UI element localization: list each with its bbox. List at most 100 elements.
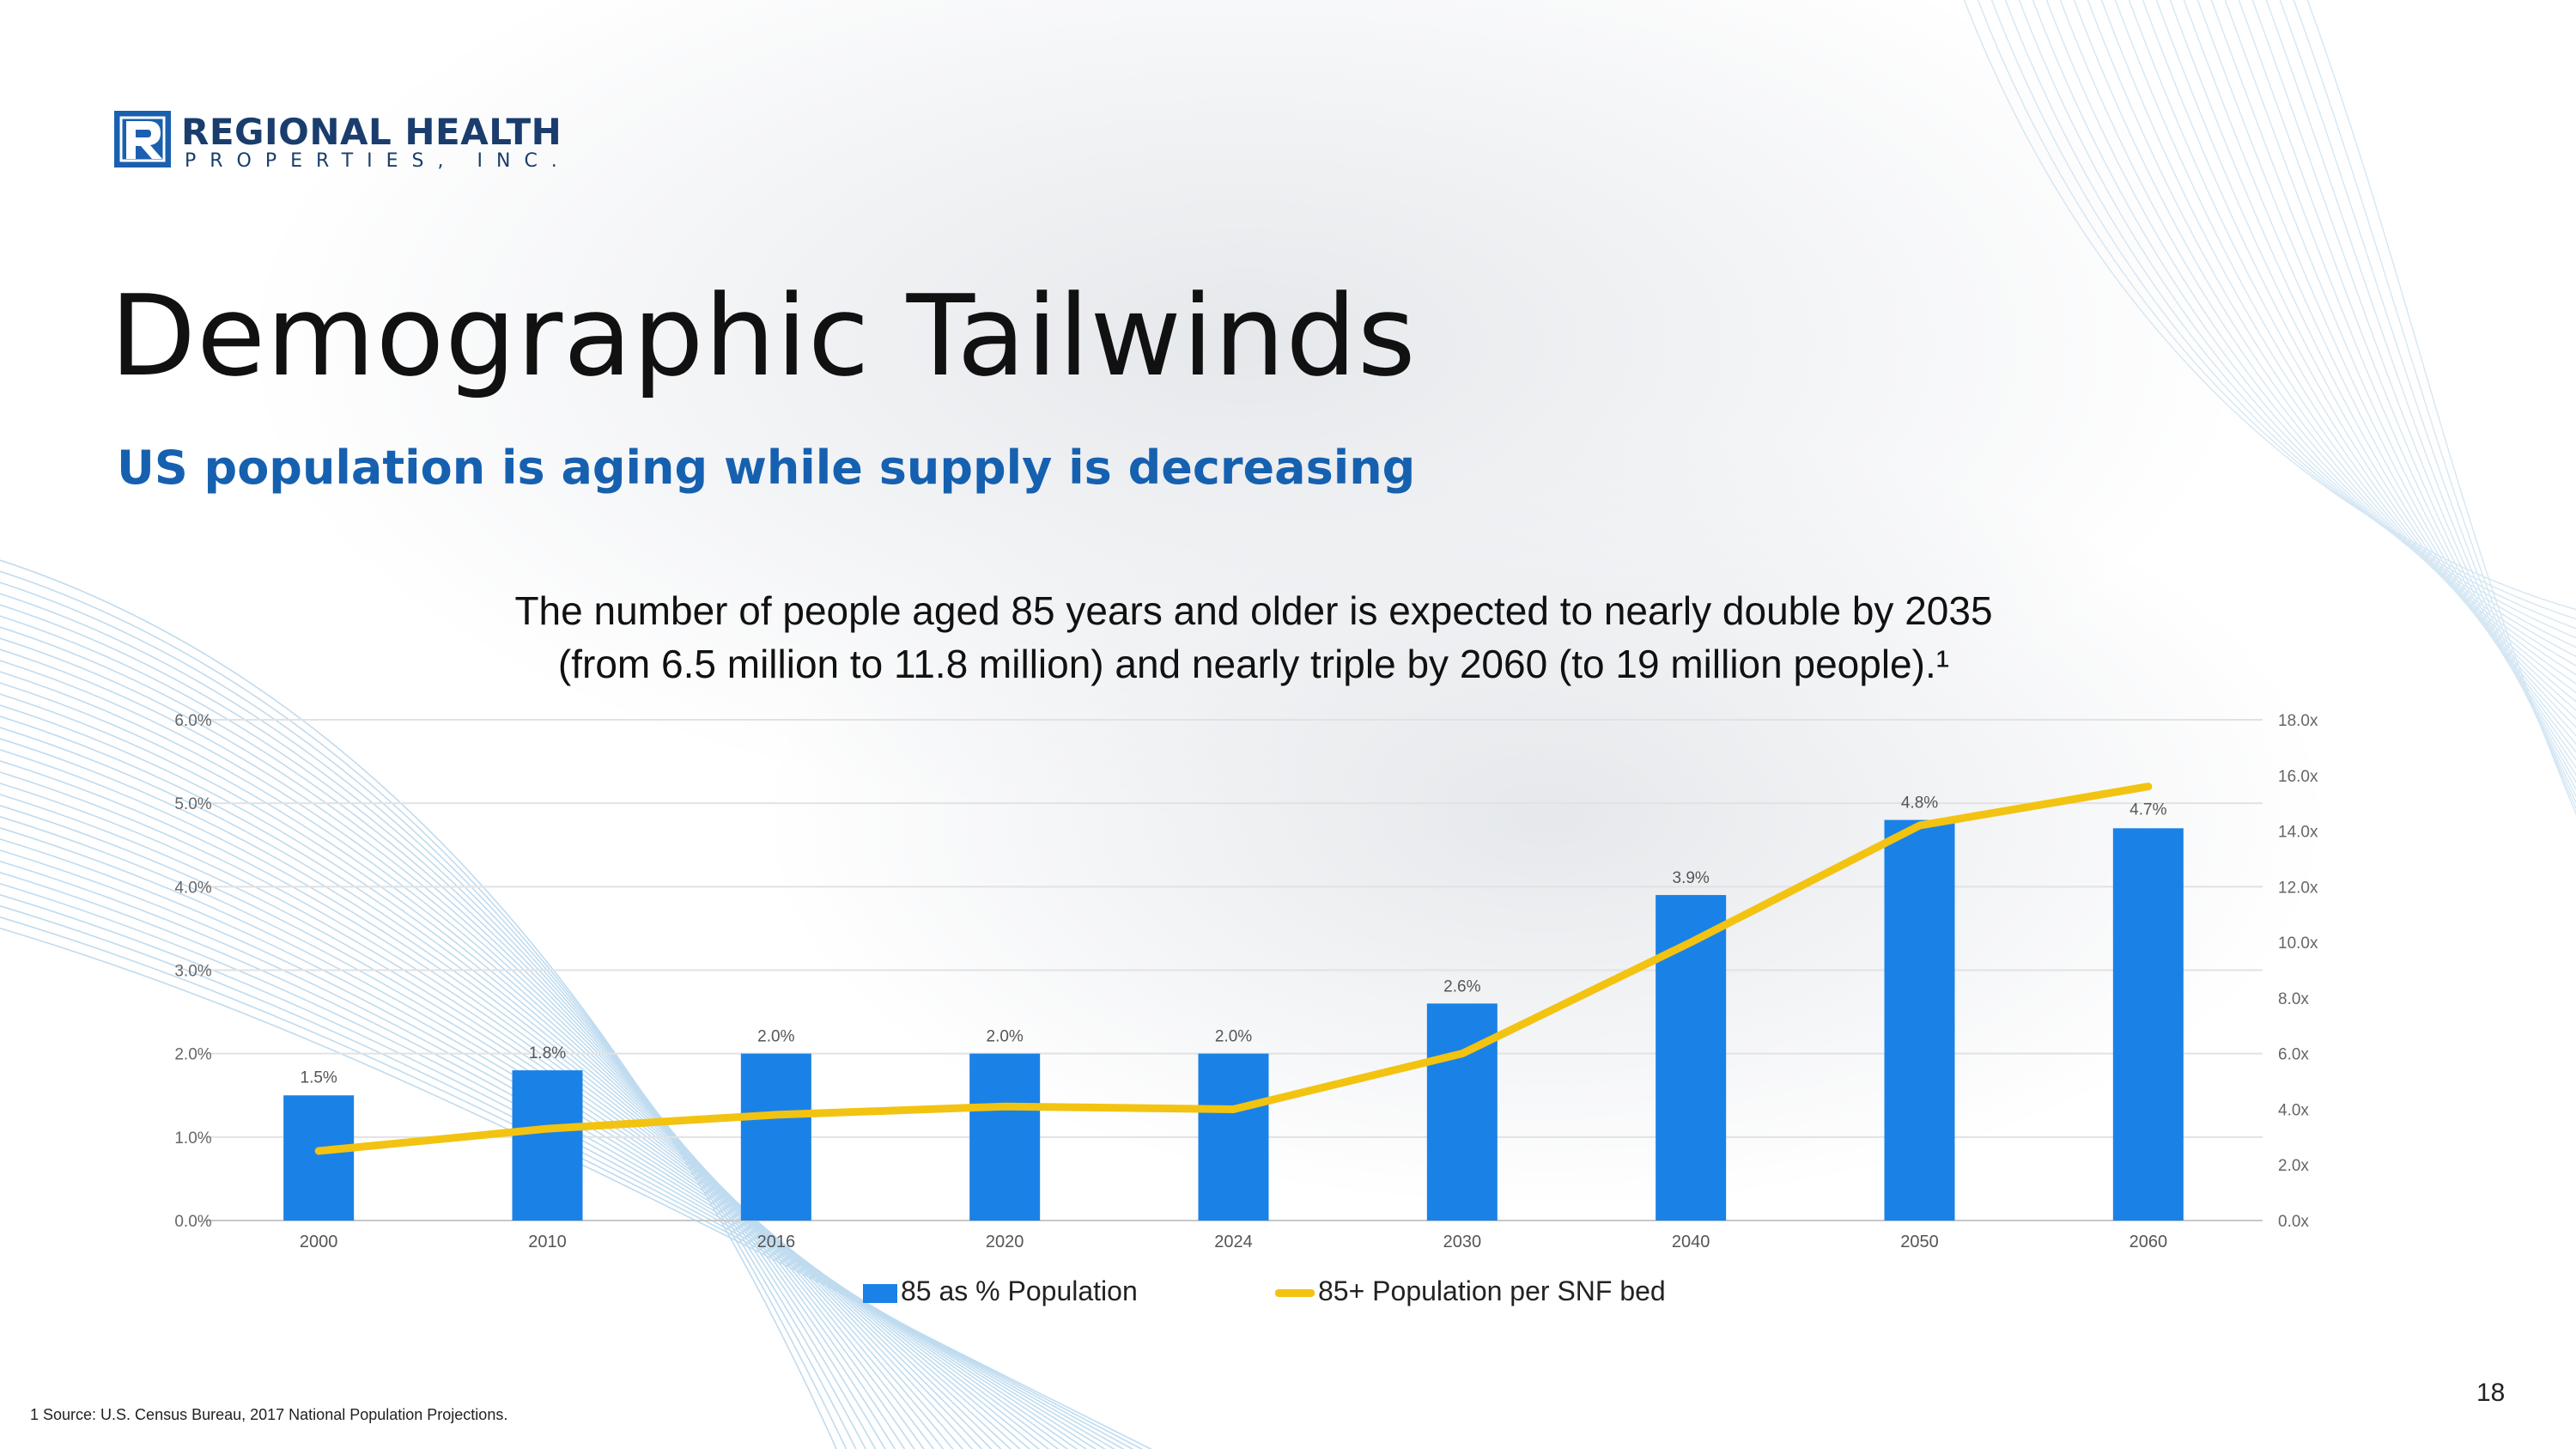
background-curve: [0, 693, 954, 1449]
logo-mark-icon: [114, 111, 171, 167]
bar: [1426, 1003, 1498, 1221]
y-right-tick-label: 16.0x: [2278, 768, 2318, 786]
y-right-tick-label: 8.0x: [2278, 990, 2309, 1008]
background-curve: [0, 849, 1088, 1449]
background-curve: [0, 727, 983, 1449]
legend-label-line: 85+ Population per SNF bed: [1318, 1275, 1666, 1306]
y-left-tick-label: 0.0%: [174, 1213, 211, 1231]
background-curve: [2032, 0, 2576, 657]
bar: [740, 1053, 811, 1221]
background-curve: [0, 738, 993, 1449]
y-left-tick-label: 4.0%: [174, 879, 211, 897]
y-right-tick-label: 10.0x: [2278, 935, 2318, 953]
bar: [512, 1070, 583, 1221]
bar: [2112, 828, 2184, 1221]
legend-swatch-line: [1275, 1289, 1315, 1298]
y-left-tick-label: 5.0%: [174, 795, 211, 813]
legend-label-bar: 85 as % Population: [901, 1275, 1138, 1306]
bar-data-label: 1.8%: [529, 1044, 566, 1062]
y-right-tick-label: 12.0x: [2278, 879, 2318, 897]
background-curve: [0, 660, 925, 1449]
x-tick-label: 2016: [757, 1233, 796, 1251]
company-logo: REGIONAL HEALTH PROPERTIES, INC.: [114, 111, 562, 172]
background-curve: [1963, 0, 2576, 611]
bar-data-label: 2.0%: [987, 1028, 1024, 1046]
bar-data-label: 4.7%: [2129, 801, 2166, 819]
background-curve: [1990, 0, 2576, 630]
bar-data-label: 3.9%: [1673, 869, 1710, 887]
background-curve: [0, 637, 906, 1449]
logo-line2: PROPERTIES, INC.: [185, 150, 571, 172]
bar-data-label: 2.6%: [1443, 977, 1480, 995]
background-curve: [0, 805, 1050, 1449]
source-footnote: 1 Source: U.S. Census Bureau, 2017 Natio…: [30, 1406, 508, 1423]
legend-item-line: 85+ Population per SNF bed: [1275, 1275, 1666, 1307]
bar: [1656, 895, 1727, 1221]
page-number: 18: [2476, 1379, 2506, 1407]
background-curve: [0, 570, 848, 1449]
background-curve: [0, 927, 1152, 1449]
background-curve: [0, 559, 837, 1449]
chart-legend: 85 as % Population 85+ Population per SN…: [863, 1275, 1807, 1310]
background-curve: [2073, 0, 2576, 685]
background-curve: [0, 760, 1012, 1449]
description-line2: (from 6.5 million to 11.8 million) and n…: [557, 642, 1950, 686]
x-tick-label: 2000: [300, 1233, 338, 1251]
background-curve: [0, 671, 935, 1449]
y-left-tick-label: 2.0%: [174, 1046, 211, 1064]
y-right-tick-label: 6.0x: [2278, 1046, 2309, 1064]
background-curve: [0, 648, 915, 1449]
bar-data-label: 1.5%: [301, 1068, 337, 1087]
y-left-tick-label: 3.0%: [174, 963, 211, 981]
bar-data-label: 4.8%: [1901, 795, 1938, 813]
y-right-tick-label: 18.0x: [2278, 712, 2318, 730]
x-tick-label: 2060: [2129, 1233, 2168, 1251]
background-curve: [0, 615, 886, 1449]
background-curve: [0, 749, 1002, 1449]
background-curve: [0, 593, 867, 1449]
bar-data-label: 2.0%: [1215, 1028, 1252, 1046]
background-curve: [0, 682, 945, 1449]
x-tick-label: 2020: [986, 1233, 1024, 1251]
y-right-tick-label: 4.0x: [2278, 1101, 2309, 1119]
logo-line1: REGIONAL HEALTH: [181, 111, 562, 153]
background-curve: [2059, 0, 2576, 676]
x-tick-label: 2030: [1443, 1233, 1482, 1251]
background-curve: [0, 604, 877, 1449]
y-right-tick-label: 14.0x: [2278, 824, 2318, 842]
background-curve: [0, 794, 1041, 1449]
page-title: Demographic Tailwinds: [110, 271, 1417, 401]
background-curve: [0, 782, 1031, 1449]
x-tick-label: 2040: [1672, 1233, 1710, 1251]
y-right-tick-label: 0.0x: [2278, 1213, 2309, 1231]
bar: [1198, 1053, 1269, 1221]
chart-description: The number of people aged 85 years and o…: [481, 584, 2026, 691]
x-tick-label: 2024: [1214, 1233, 1253, 1251]
bar: [969, 1053, 1041, 1221]
background-curve: [2306, 0, 2576, 816]
background-curve: [0, 816, 1060, 1449]
background-curve: [0, 861, 1097, 1449]
y-right-tick-label: 2.0x: [2278, 1157, 2309, 1175]
page-subtitle: US population is aging while supply is d…: [117, 441, 1416, 495]
legend-item-bar: 85 as % Population: [863, 1275, 1138, 1307]
background-curve: [0, 626, 896, 1449]
background-curve: [2018, 0, 2576, 648]
bar: [1884, 819, 1955, 1221]
background-curve: [0, 771, 1021, 1449]
background-curve: [2004, 0, 2576, 639]
x-tick-label: 2050: [1900, 1233, 1939, 1251]
background-curve: [0, 838, 1078, 1449]
background-curve: [0, 827, 1069, 1449]
background-curve: [0, 581, 857, 1449]
background-curve: [1977, 0, 2576, 620]
bar-data-label: 2.0%: [757, 1028, 794, 1046]
background-curve: [2045, 0, 2576, 667]
description-line1: The number of people aged 85 years and o…: [514, 588, 1993, 633]
x-tick-label: 2010: [528, 1233, 567, 1251]
background-curve: [0, 704, 963, 1449]
y-left-tick-label: 6.0%: [174, 712, 211, 730]
legend-swatch-bar: [863, 1283, 897, 1303]
